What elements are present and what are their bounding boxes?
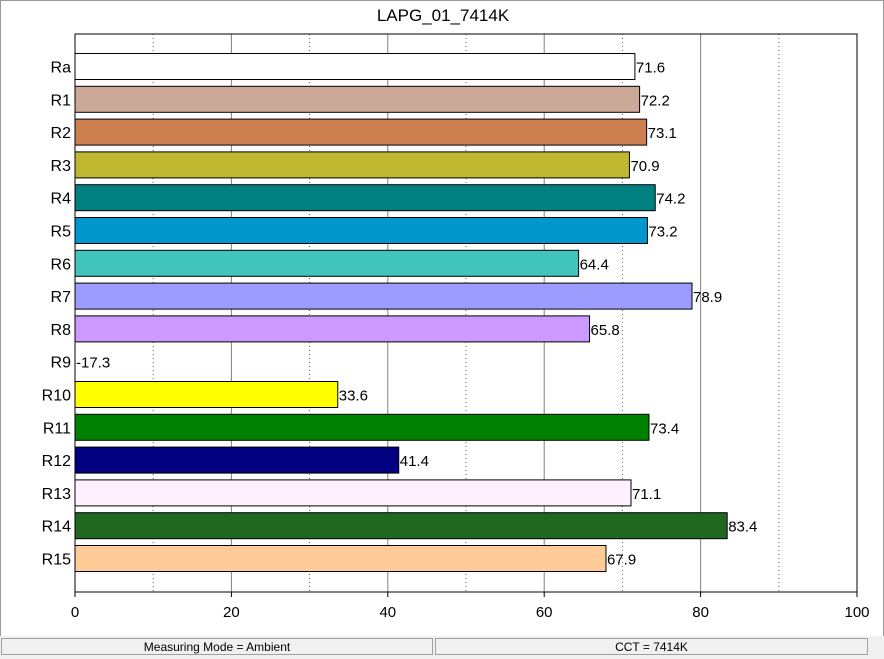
x-tick-label: 80 [692,604,709,621]
x-tick-label: 60 [536,604,553,621]
value-label: 72.2 [641,92,670,109]
cri-bar-chart: LAPG_01_7414K Ra R1 R2 R3 R4 R5 R6 R7 R8 R9 R10 R11… [42,6,870,621]
plot-area [74,33,858,593]
value-label: 41.4 [400,453,429,470]
grid-lines [152,34,780,592]
category-label: R2 [51,125,72,142]
value-label: 67.9 [607,552,636,569]
status-bar: Measuring Mode = Ambient CCT = 7414K [0,636,884,659]
category-label: R1 [51,92,72,109]
value-labels: 71.6 72.2 73.1 70.9 74.2 73.2 64.4 78.9 65.8 -17.… [76,60,757,569]
bar-r13 [74,479,632,507]
bar-r4 [74,184,656,212]
value-label: 74.2 [656,191,685,208]
value-label: 73.1 [648,125,677,142]
bar-r15 [74,545,607,572]
category-label: R9 [51,355,72,372]
category-label: R10 [42,388,71,405]
value-label: 71.1 [632,486,661,503]
value-label: 73.4 [650,420,679,437]
category-label: R5 [51,224,72,241]
category-label: R11 [43,420,71,437]
bar-r8 [74,315,591,343]
value-label: 78.9 [693,289,722,306]
bar-r14 [74,512,728,540]
x-axis-ticks: 0 20 40 60 80 100 [71,592,870,621]
value-label: 65.8 [591,322,620,339]
bar-r12 [74,446,400,474]
x-tick-label: 100 [844,604,869,621]
bar-r7 [74,282,693,310]
bars [74,53,728,572]
bar-r6 [74,249,580,277]
category-label: R14 [42,519,71,536]
bar-r11 [74,413,650,441]
cct-status: CCT = 7414K [435,638,868,655]
bar-r10 [74,381,339,408]
value-label: -17.3 [76,355,110,372]
category-label: R12 [42,453,71,470]
x-tick-label: 40 [379,604,396,621]
value-label: 71.6 [636,60,665,77]
measuring-mode-status: Measuring Mode = Ambient [1,638,433,655]
value-label: 73.2 [648,224,677,241]
bar-r3 [74,151,630,179]
category-label: R8 [51,322,72,339]
category-label: R3 [51,158,72,175]
bar-r1 [74,85,641,113]
category-label: R7 [51,289,72,306]
category-labels: Ra R1 R2 R3 R4 R5 R6 R7 R8 R9 R10 R11 R12 R13 R14 R15 [42,60,71,569]
x-tick-label: 0 [71,604,79,621]
category-label: R4 [51,191,72,208]
value-label: 64.4 [580,256,609,273]
category-label: Ra [51,60,72,77]
category-label: R6 [51,256,72,273]
bar-r2 [74,118,648,146]
category-label: R15 [42,552,71,569]
category-label: R13 [42,486,71,503]
chart-title: LAPG_01_7414K [377,6,510,25]
bar-ra [74,53,636,80]
value-label: 83.4 [728,519,757,536]
value-label: 33.6 [339,388,368,405]
x-tick-label: 20 [223,604,240,621]
value-label: 70.9 [630,158,659,175]
bar-r5 [74,217,648,244]
